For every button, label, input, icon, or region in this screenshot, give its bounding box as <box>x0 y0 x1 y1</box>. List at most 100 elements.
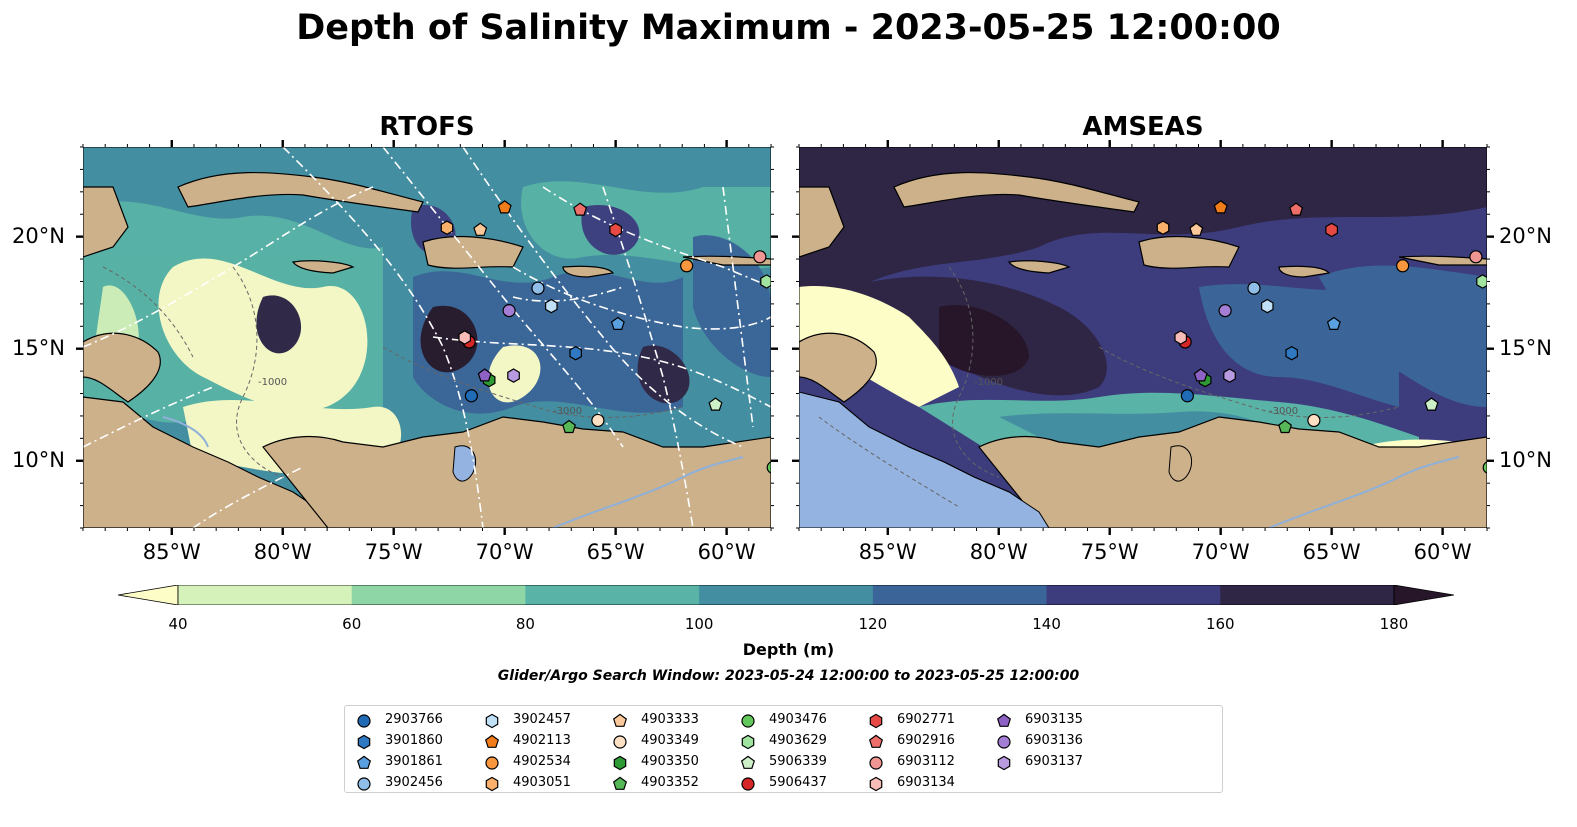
float-marker-3902457[interactable] <box>1261 298 1274 314</box>
lon-tick-label: 65°W <box>586 540 645 564</box>
legend-marker <box>356 755 372 769</box>
legend-label: 6902771 <box>897 712 955 727</box>
legend-label: 6903112 <box>897 754 955 769</box>
float-marker-4903333[interactable] <box>1189 222 1204 236</box>
contour-label: -3000 <box>1269 406 1298 417</box>
float-marker-4903352[interactable] <box>562 419 577 434</box>
float-marker-6903134[interactable] <box>458 330 471 345</box>
float-marker-4903476[interactable] <box>1482 461 1487 474</box>
float-marker-4902534[interactable] <box>680 259 694 273</box>
float-marker-4902113[interactable] <box>497 200 512 214</box>
lon-tick-label: 60°W <box>697 540 756 564</box>
lat-tick-label: 15°N <box>12 335 65 360</box>
float-marker-6903135[interactable] <box>1193 368 1208 382</box>
lon-tick-label: 85°W <box>858 540 917 564</box>
legend-marker <box>612 713 628 727</box>
colorbar-extend-high <box>1393 585 1454 605</box>
figure-title: Depth of Salinity Maximum - 2023-05-25 1… <box>296 8 1281 48</box>
colorbar-segment <box>1046 585 1221 605</box>
map-panel-rtofs[interactable]: -1000 -3000 <box>83 147 771 528</box>
legend-label: 6903137 <box>1025 754 1083 769</box>
float-marker-6903136[interactable] <box>502 304 516 318</box>
legend-label: 4902113 <box>513 733 571 748</box>
float-marker-6903112[interactable] <box>1469 250 1483 264</box>
colorbar-label: Depth (m) <box>742 640 835 659</box>
colorbar-tick-label: 80 <box>515 615 535 633</box>
contour-label: -1000 <box>974 377 1003 388</box>
colorbar-tick-label: 120 <box>858 615 888 633</box>
colorbar-segment <box>178 585 353 605</box>
colorbar-segment <box>1220 585 1395 605</box>
float-marker-4903051[interactable] <box>1156 220 1170 235</box>
legend-label: 4903352 <box>641 775 699 790</box>
colorbar-tick-label: 140 <box>1032 615 1061 633</box>
legend-label: 4903333 <box>641 712 699 727</box>
legend-marker <box>357 777 371 791</box>
float-marker-4903629[interactable] <box>760 274 771 289</box>
legend-label: 3902456 <box>385 775 443 790</box>
float-marker-2903766[interactable] <box>464 389 478 403</box>
float-marker-3901861[interactable] <box>1326 316 1341 330</box>
float-marker-6903137[interactable] <box>507 368 520 383</box>
legend-marker <box>869 713 883 729</box>
colorbar-segment <box>699 585 874 605</box>
float-marker-6902916[interactable] <box>573 202 588 216</box>
panel-title-rtofs: RTOFS <box>379 112 475 142</box>
legend-label: 3902457 <box>513 712 571 727</box>
lon-tick-label: 80°W <box>969 540 1028 564</box>
float-marker-3902457[interactable] <box>545 298 558 314</box>
float-marker-6903136[interactable] <box>1218 304 1232 318</box>
float-marker-6902916[interactable] <box>1289 202 1304 216</box>
float-marker-4903629[interactable] <box>1476 274 1487 289</box>
float-marker-3902456[interactable] <box>1247 281 1261 295</box>
float-marker-6902771[interactable] <box>1325 222 1339 238</box>
lon-tick-label: 75°W <box>1080 540 1139 564</box>
legend-marker <box>997 755 1011 771</box>
legend-marker <box>613 755 627 771</box>
float-marker-6903112[interactable] <box>753 250 767 264</box>
float-marker-6903137[interactable] <box>1223 368 1236 383</box>
float-marker-3901861[interactable] <box>610 316 625 330</box>
legend-label: 3901860 <box>385 733 443 748</box>
rivers <box>162 416 744 528</box>
colorbar <box>118 585 1454 605</box>
lon-tick-label: 85°W <box>142 540 201 564</box>
float-marker-4903349[interactable] <box>591 413 605 428</box>
float-marker-4903051[interactable] <box>440 220 454 235</box>
lat-tick-label: 15°N <box>1499 335 1552 360</box>
legend-label: 4903350 <box>641 754 699 769</box>
legend-marker <box>357 714 371 728</box>
legend-label: 5906339 <box>769 754 827 769</box>
legend-marker <box>485 713 499 729</box>
float-markers <box>440 200 771 474</box>
float-marker-4903352[interactable] <box>1278 419 1293 434</box>
legend-marker <box>741 734 755 750</box>
float-marker-4902113[interactable] <box>1213 200 1228 214</box>
float-marker-4903349[interactable] <box>1307 413 1321 428</box>
float-marker-6902771[interactable] <box>609 222 623 238</box>
lat-tick-label: 10°N <box>12 447 65 472</box>
colorbar-segment <box>525 585 700 605</box>
rivers <box>1268 456 1460 528</box>
legend-marker <box>612 776 628 790</box>
float-marker-4902534[interactable] <box>1396 259 1410 273</box>
colorbar-tick-label: 160 <box>1205 615 1235 633</box>
colorbar-tick-label: 60 <box>342 615 362 633</box>
legend-label: 6903134 <box>897 775 955 790</box>
float-marker-6903135[interactable] <box>477 368 492 382</box>
bathymetry-contours <box>102 266 684 478</box>
legend-marker <box>613 735 627 749</box>
float-marker-6903134[interactable] <box>1174 330 1187 345</box>
float-marker-2903766[interactable] <box>1180 389 1194 403</box>
float-marker-3902456[interactable] <box>531 281 545 295</box>
float-marker-4903476[interactable] <box>766 461 771 474</box>
float-marker-4903333[interactable] <box>473 222 488 236</box>
float-marker-3901860[interactable] <box>1285 345 1298 361</box>
map-panel-amseas[interactable]: -1000 -3000 <box>799 147 1487 528</box>
float-marker-3901860[interactable] <box>569 345 582 361</box>
contour-label: -3000 <box>553 406 582 417</box>
float-marker-5906339[interactable] <box>708 397 723 411</box>
legend-marker <box>869 756 883 770</box>
colorbar-tick-label: 100 <box>684 615 714 633</box>
float-marker-5906339[interactable] <box>1424 397 1439 411</box>
